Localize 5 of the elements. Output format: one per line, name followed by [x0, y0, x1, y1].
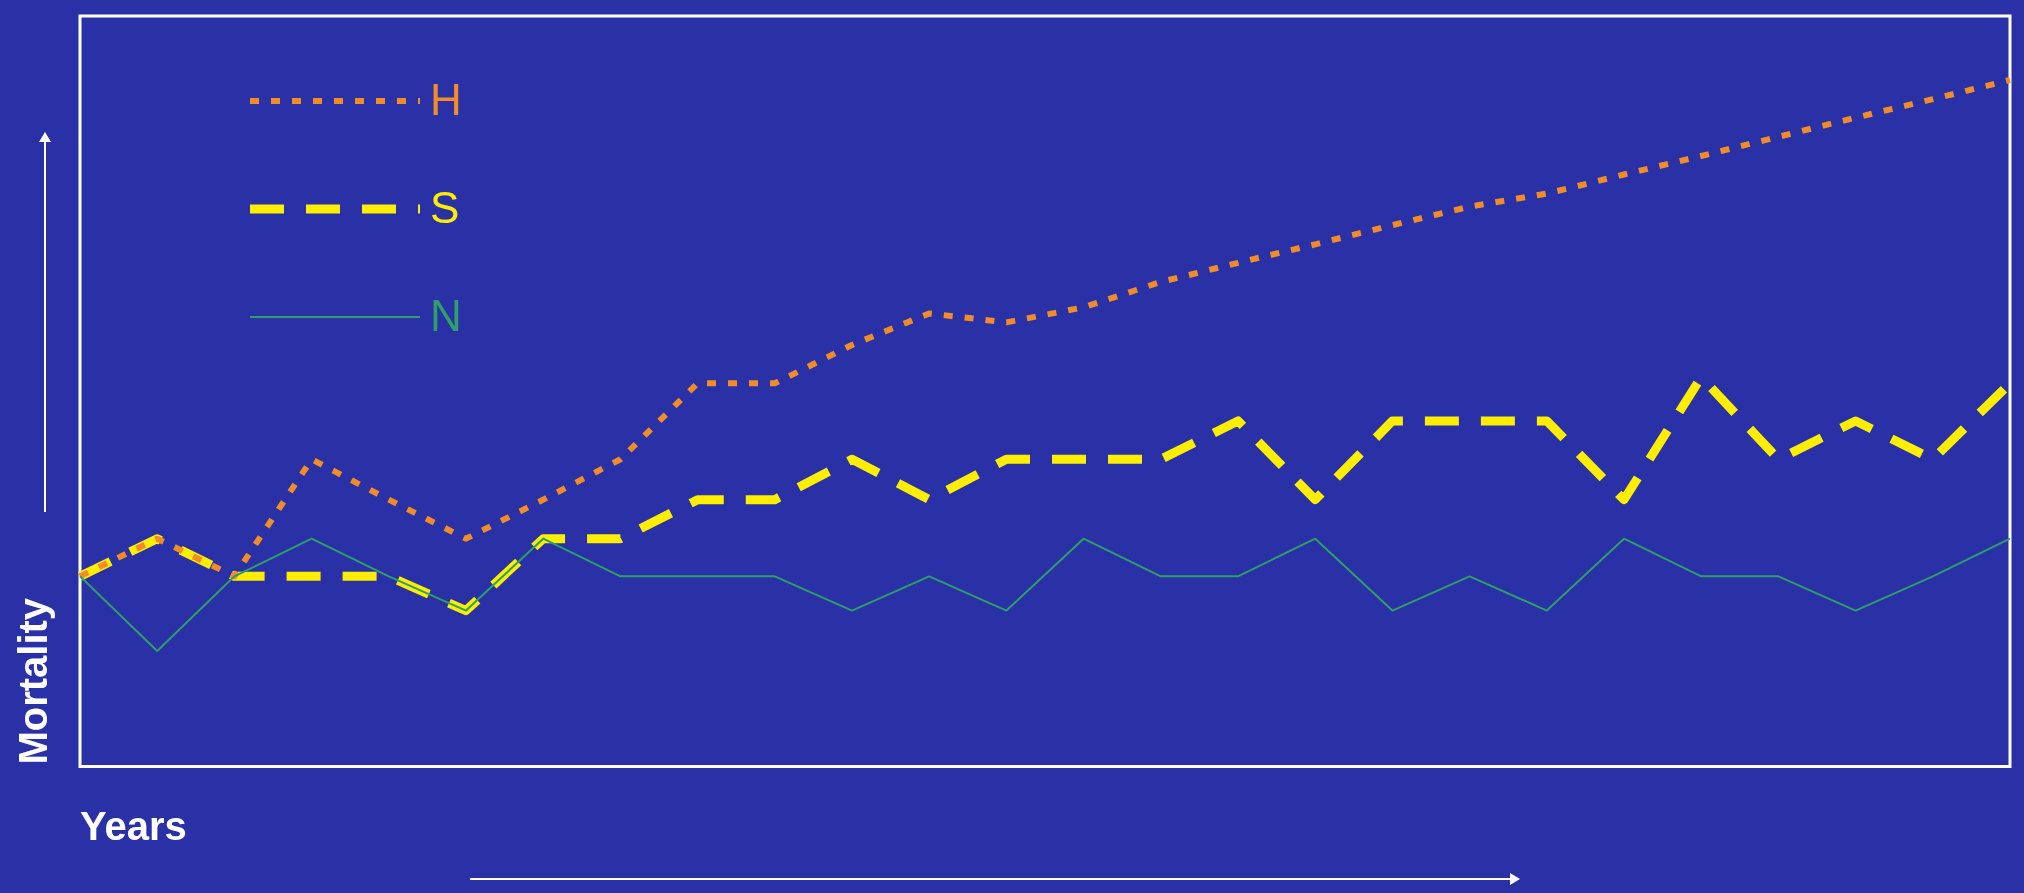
x-axis-title: Years	[80, 804, 187, 849]
legend-label: N	[430, 291, 462, 341]
legend-label: H	[430, 75, 462, 125]
legend-label: S	[430, 183, 460, 233]
y-axis-title: Mortality	[11, 597, 56, 765]
